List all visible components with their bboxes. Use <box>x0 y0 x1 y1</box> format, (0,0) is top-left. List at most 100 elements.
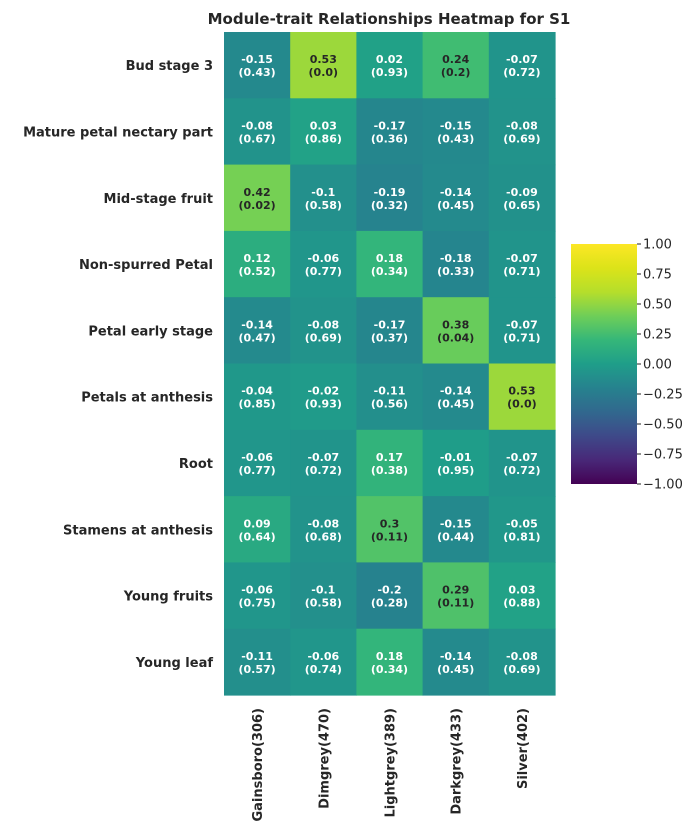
cell-value-label: -0.08 <box>307 517 339 530</box>
colorbar-tick-label: 0.25 <box>643 328 672 343</box>
heatmap-cell <box>290 562 357 630</box>
cell-value-label: -0.14 <box>440 186 472 199</box>
cell-value-label: 0.09 <box>244 517 271 530</box>
cell-value-label: -0.06 <box>307 252 339 265</box>
cell-pvalue-label: (0.81) <box>503 530 540 543</box>
heatmap-cell <box>422 230 490 298</box>
cell-pvalue-label: (0.71) <box>503 265 540 278</box>
cell-pvalue-label: (0.95) <box>437 464 474 477</box>
heatmap-cell <box>422 628 490 696</box>
heatmap-cell <box>290 363 357 431</box>
heatmap-cell <box>488 230 556 298</box>
heatmap-cell <box>290 32 357 99</box>
cell-value-label: 0.53 <box>508 385 535 398</box>
cell-pvalue-label: (0.0) <box>309 66 339 79</box>
cell-pvalue-label: (0.69) <box>503 663 540 676</box>
heatmap-cell <box>290 230 357 298</box>
cell-value-label: -0.07 <box>506 451 538 464</box>
heatmap-cell <box>224 429 291 497</box>
cell-value-label: -0.06 <box>307 650 339 663</box>
cell-value-label: -0.07 <box>506 252 538 265</box>
colorbar-tick-label: −0.50 <box>643 418 683 433</box>
cell-value-label: -0.04 <box>241 385 273 398</box>
row-labels: Bud stage 3 Mature petal nectary part Mid-… <box>23 59 213 671</box>
cell-pvalue-label: (0.34) <box>371 265 408 278</box>
column-label: Lightgrey(389) <box>384 708 399 818</box>
cell-value-label: -0.09 <box>506 186 538 199</box>
cell-pvalue-label: (0.11) <box>371 530 408 543</box>
column-labels: Gainsboro(306) Dimgrey(470) Lightgrey(389)… <box>251 708 531 822</box>
heatmap-cell <box>356 562 424 630</box>
cell-pvalue-label: (0.02) <box>238 199 275 212</box>
cell-value-label: -0.1 <box>311 186 335 199</box>
cell-pvalue-label: (0.69) <box>305 331 342 344</box>
heatmap-cell <box>224 363 291 431</box>
heatmap-cell <box>422 32 490 99</box>
cell-pvalue-label: (0.71) <box>503 331 540 344</box>
cell-value-label: 0.53 <box>310 53 337 66</box>
cell-pvalue-label: (0.32) <box>371 199 408 212</box>
cell-pvalue-label: (0.38) <box>371 464 408 477</box>
heatmap-cell <box>488 562 556 630</box>
heatmap-cell <box>488 32 556 99</box>
cell-value-label: -0.11 <box>374 385 406 398</box>
cell-pvalue-label: (0.77) <box>305 265 342 278</box>
cell-pvalue-label: (0.93) <box>371 66 408 79</box>
cell-pvalue-label: (0.88) <box>503 597 540 610</box>
row-label: Petals at anthesis <box>81 391 213 406</box>
cell-pvalue-label: (0.52) <box>238 265 275 278</box>
cell-value-label: -0.14 <box>440 650 472 663</box>
cell-pvalue-label: (0.36) <box>371 132 408 145</box>
cell-value-label: -0.15 <box>241 53 273 66</box>
cell-value-label: 0.24 <box>442 53 469 66</box>
cell-value-label: -0.07 <box>506 318 538 331</box>
cell-pvalue-label: (0.65) <box>503 199 540 212</box>
colorbar-tick-label: −0.75 <box>643 448 683 463</box>
heatmap-cell <box>290 297 357 365</box>
row-label: Young leaf <box>135 656 214 671</box>
heatmap-cell <box>224 32 291 99</box>
chart-title: Module-trait Relationships Heatmap for S… <box>208 10 571 28</box>
heatmap-cell <box>356 363 424 431</box>
cell-value-label: -0.18 <box>440 252 472 265</box>
cell-pvalue-label: (0.28) <box>371 597 408 610</box>
colorbar-gradient <box>571 244 637 484</box>
cell-pvalue-label: (0.2) <box>441 66 471 79</box>
cell-value-label: 0.12 <box>244 252 271 265</box>
cell-value-label: -0.14 <box>440 385 472 398</box>
cell-value-label: -0.08 <box>506 650 538 663</box>
cell-value-label: 0.17 <box>376 451 403 464</box>
cell-pvalue-label: (0.75) <box>238 597 275 610</box>
cell-value-label: -0.08 <box>506 119 538 132</box>
heatmap-cell <box>290 98 357 166</box>
colorbar: 1.00 0.75 0.50 0.25 0.00 −0.25 −0.50 −0.75 −1.00 <box>571 238 683 493</box>
heatmap-cell <box>488 496 556 563</box>
heatmap-cell <box>290 628 357 696</box>
cell-pvalue-label: (0.45) <box>437 663 474 676</box>
heatmap-cell <box>488 429 556 497</box>
colorbar-tick-label: −0.25 <box>643 388 683 403</box>
cell-value-label: -0.08 <box>307 318 339 331</box>
cell-value-label: -0.19 <box>374 186 406 199</box>
heatmap-cell <box>356 496 424 563</box>
heatmap-cell <box>356 429 424 497</box>
cell-value-label: -0.06 <box>241 584 273 597</box>
heatmap-cell <box>356 628 424 696</box>
heatmap-cell <box>224 297 291 365</box>
cell-value-label: 0.42 <box>244 186 271 199</box>
heatmap-cell <box>356 98 424 166</box>
heatmap-cell <box>488 628 556 696</box>
row-label: Mid-stage fruit <box>104 192 213 207</box>
cell-value-label: -0.05 <box>506 517 538 530</box>
cell-value-label: -0.06 <box>241 451 273 464</box>
cell-pvalue-label: (0.43) <box>238 66 275 79</box>
heatmap-cell <box>224 230 291 298</box>
heatmap-cell <box>224 628 291 696</box>
cell-value-label: 0.03 <box>508 584 535 597</box>
cell-pvalue-label: (0.43) <box>437 132 474 145</box>
cell-pvalue-label: (0.45) <box>437 199 474 212</box>
cell-pvalue-label: (0.93) <box>305 398 342 411</box>
heatmap-cell <box>422 496 490 563</box>
cell-value-label: -0.2 <box>377 584 401 597</box>
heatmap-cell <box>488 164 556 232</box>
